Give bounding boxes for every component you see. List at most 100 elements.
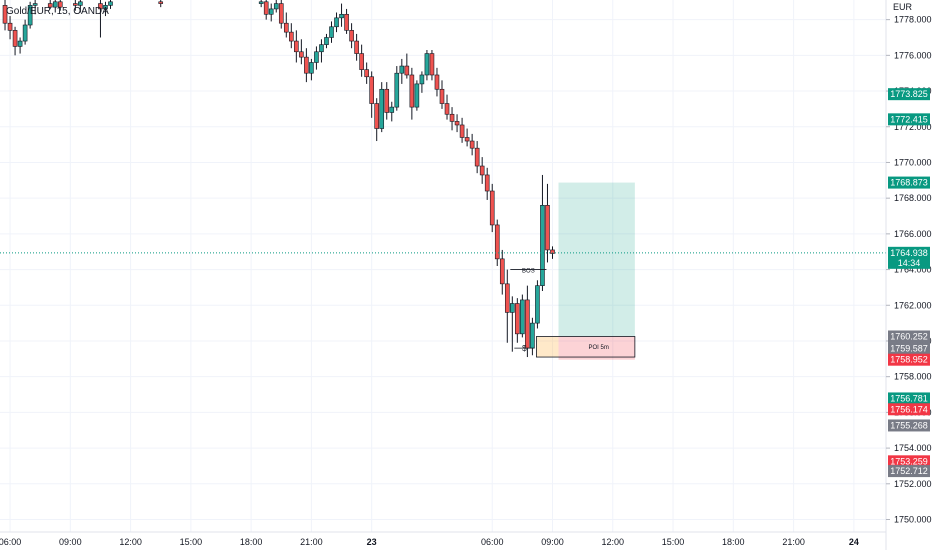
candle-body [469,140,475,149]
candle-body [510,303,515,313]
level-tag-text: 1753.259 [890,456,928,466]
candle-body [314,51,319,63]
candle-body [399,65,405,74]
candle-body [429,53,435,76]
level-tag-text: 1756.174 [890,404,928,414]
candle [268,3,274,22]
candle [52,0,58,13]
candle [103,1,108,17]
current-price-text: 1764.938 [890,248,928,258]
candle-body [334,17,339,28]
level-tag: 1773.825 [888,88,930,101]
candle [399,58,405,84]
level-tag-text: 1752.712 [890,466,928,476]
candle-body [404,65,410,76]
time-tick-label: 18:00 [722,537,745,547]
candle [283,12,289,38]
candle [22,19,28,45]
candle-body [309,62,314,74]
time-tick-label: 06:00 [481,537,504,547]
candle [339,3,344,27]
drawings [536,182,636,360]
level-tag-text: 1772.415 [890,114,928,124]
candle-body [359,53,364,70]
candles [2,0,555,358]
level-tag-bg [888,176,930,189]
candle [449,107,455,131]
price-tick-label: 1764.000 [894,265,932,275]
level-tag-bg [888,455,930,468]
candle [263,0,269,20]
candle-body [484,174,490,192]
poi-zone-fill [536,336,559,358]
level-tag-bg [888,392,930,405]
candle [319,39,324,63]
candle [540,174,545,291]
candle [429,49,435,81]
level-tag: 1752.712 [888,465,930,478]
symbol-title: Gold/EUR, 15, OANDA [6,6,109,17]
candle [12,26,18,56]
candle [384,82,390,120]
candle-body [479,165,485,176]
candle-body [12,30,18,47]
candle [419,71,425,93]
candle-body [78,1,83,6]
candle-body [414,83,420,108]
candle-body [324,37,329,45]
level-tag: 1759.587 [888,342,930,355]
candle [329,21,334,43]
candle [364,62,369,84]
level-tag: 1758.952 [888,353,930,366]
level-tag: 1768.873 [888,176,930,189]
candle-body [108,1,113,6]
time-tick-label: 21:00 [782,537,805,547]
candle [73,0,78,11]
level-tag: 1756.781 [888,392,930,405]
price-tick-label: 1752.000 [894,479,932,489]
candle-body [258,1,264,4]
level-tag-bg [888,88,930,101]
candle [17,37,23,54]
candle-body [545,205,550,251]
candle [520,294,525,338]
candle-body [540,205,545,286]
price-tick-label: 1758.000 [894,372,932,382]
candle [359,44,364,77]
candle [469,133,475,156]
candle [474,141,480,174]
candle-body [47,3,53,8]
price-tick-label: 1770.000 [894,157,932,167]
candle-body [27,5,33,26]
time-tick-label: 23 [367,537,377,547]
candle-body [364,69,369,78]
level-tag-text: 1773.825 [890,89,928,99]
candle-body [283,22,289,33]
candle-body [7,22,13,31]
candle [409,67,415,120]
level-tag-text: 1755.268 [890,420,928,430]
candle [434,67,440,97]
time-tick-label: 06:00 [0,537,21,547]
candle [98,0,103,38]
candle [404,53,410,79]
level-tag-bg [888,353,930,366]
currency-label: EUR [893,2,913,12]
annotations: BOS $ POI 5m [0,252,886,353]
candle-body [504,283,510,313]
time-tick-label: 15:00 [662,537,685,547]
candle [479,157,485,184]
candle-body [32,3,38,6]
level-tag-text: 1760.252 [890,331,928,341]
candle [504,269,510,343]
price-labels: 1773.825 1772.415 1768.873 1760.252 1759.587… [888,88,930,478]
candle-body [289,31,294,42]
candle-body [454,121,460,126]
time-tick-label: 18:00 [240,537,263,547]
candle-body [459,124,465,138]
price-tick-label: 1754.000 [894,443,932,453]
candle [108,0,113,9]
